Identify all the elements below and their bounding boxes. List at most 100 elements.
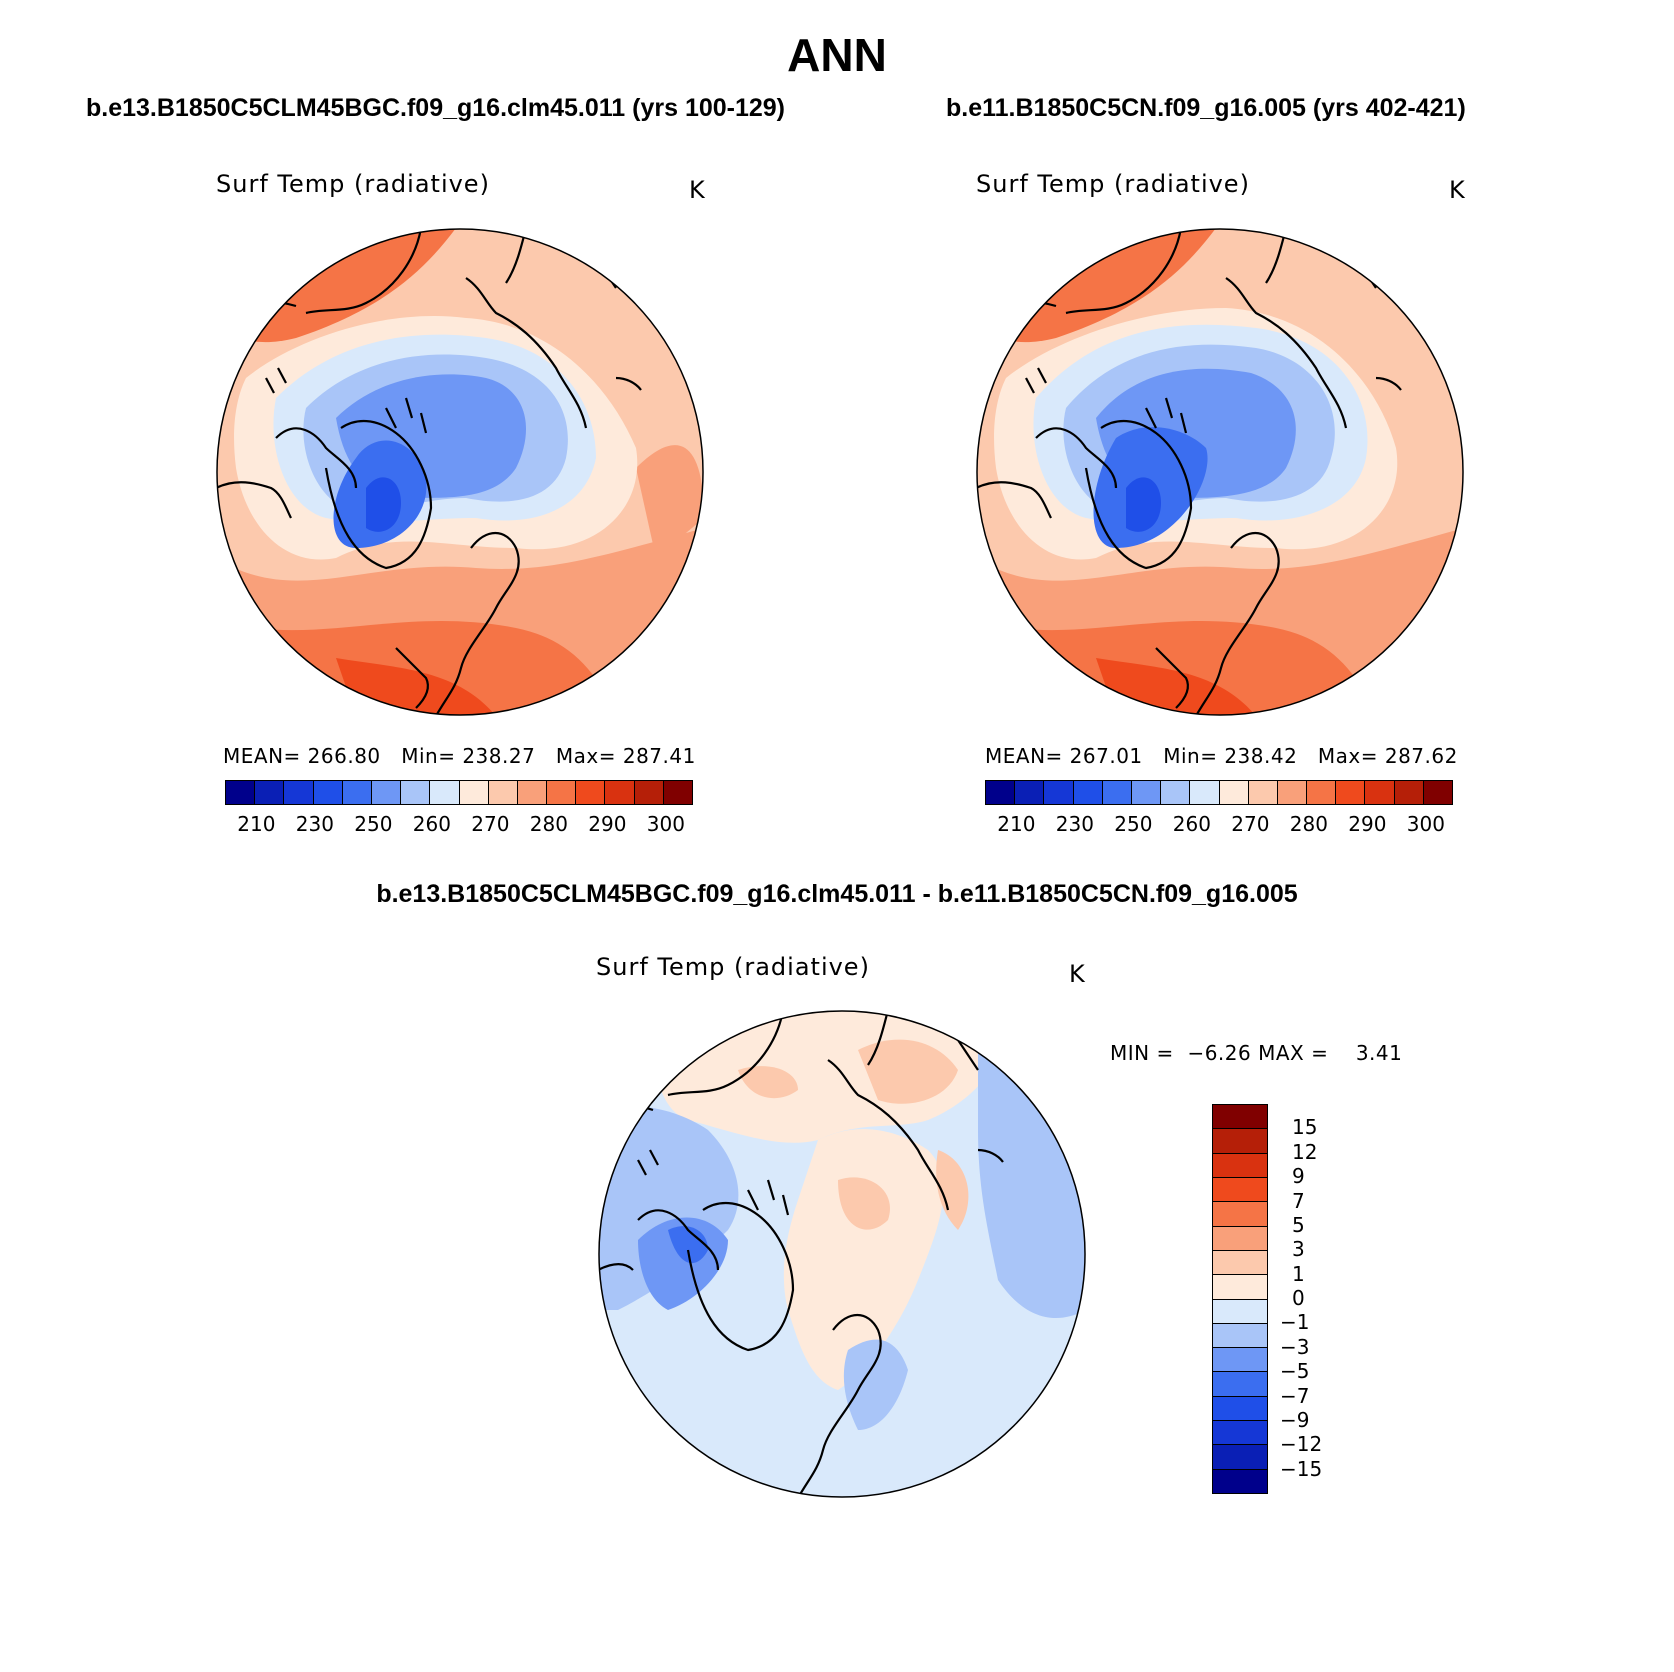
colorbar-difference-tick-label: 5 [1292,1212,1305,1237]
colorbar-left-swatch-2 [284,781,314,804]
units-label-right: K [1449,176,1465,204]
colorbar-right-swatch-6 [1161,781,1191,804]
min-value: 238.27 [462,744,536,768]
colorbar-left-swatch-6 [401,781,431,804]
colorbar-difference-tick-label: −12 [1280,1432,1323,1457]
colorbar-left-tick-label: 290 [588,812,627,836]
units-label-diff: K [1069,960,1085,988]
colorbar-right-swatch-2 [1044,781,1074,804]
colorbar-left-swatch-10 [517,781,548,804]
colorbar-difference-tick-label: 1 [1292,1261,1305,1286]
colorbar-right-swatch-14 [1394,781,1424,804]
colorbar-difference-swatch-6 [1213,1250,1267,1276]
min-value: −6.26 [1187,1041,1252,1065]
colorbar-ticks-right: 210 230 250 260 270 280 290 300 [985,812,1453,837]
colorbar-right-tick-label: 230 [1055,812,1094,836]
colorbar-right-swatch-8 [1219,781,1249,804]
colorbar-right-tick-label: 290 [1348,812,1387,836]
colorbar-left-swatch-11 [547,781,577,804]
colorbar-difference-swatch-7 [1213,1275,1267,1300]
colorbar-difference-tick-label: −1 [1280,1310,1310,1335]
colorbar-difference-tick-label: 9 [1292,1164,1305,1189]
min-label: Min= [401,744,456,768]
colorbar-difference-swatch-4 [1213,1202,1267,1227]
colorbar-difference-swatch-10 [1213,1348,1267,1373]
colorbar-left [225,780,693,805]
colorbar-right [985,780,1453,805]
colorbar-right-tick-label: 260 [1172,812,1211,836]
colorbar-difference-swatch-15 [1213,1469,1267,1493]
mean-label: MEAN= [223,744,301,768]
colorbar-difference-tick-label: 15 [1292,1115,1318,1140]
colorbar-difference-swatch-12 [1213,1396,1267,1422]
colorbar-left-swatch-0 [226,781,256,804]
colorbar-difference-tick-label: −5 [1280,1359,1310,1384]
colorbar-right-swatch-0 [986,781,1016,804]
colorbar-difference-swatch-11 [1213,1372,1267,1397]
colorbar-difference-swatch-8 [1213,1299,1267,1324]
colorbar-difference-swatch-3 [1213,1177,1267,1203]
colorbar-difference-swatch-0 [1213,1105,1267,1130]
colorbar-difference-tick-label: 12 [1292,1139,1318,1164]
stats-diff: MIN = −6.26 MAX = 3.41 [1110,1041,1402,1065]
mean-value: 267.01 [1069,744,1143,768]
colorbar-left-swatch-3 [313,781,343,804]
colorbar-right-swatch-5 [1131,781,1162,804]
max-value: 287.41 [622,744,696,768]
colorbar-right-swatch-1 [1015,781,1045,804]
polar-map-right [976,228,1464,716]
colorbar-left-swatch-14 [634,781,664,804]
max-label: Max= [555,744,616,768]
colorbar-right-swatch-12 [1336,781,1366,804]
difference-title: b.e13.B1850C5CLM45BGC.f09_g16.clm45.011 … [376,880,1298,908]
colorbar-difference-tick-label: 7 [1292,1188,1305,1213]
figure-title: ANN [787,29,887,81]
colorbar-right-tick-label: 300 [1406,812,1445,836]
colorbar-right-tick-label: 250 [1114,812,1153,836]
colorbar-difference-swatch-5 [1213,1226,1267,1251]
colorbar-right-swatch-10 [1277,781,1308,804]
colorbar-difference-tick-label: −7 [1280,1383,1310,1408]
min-value: 238.42 [1224,744,1298,768]
colorbar-right-swatch-9 [1248,781,1278,804]
colorbar-left-swatch-12 [576,781,606,804]
colorbar-difference [1212,1104,1268,1494]
case-title-left: b.e13.B1850C5CLM45BGC.f09_g16.clm45.011 … [86,94,786,122]
case-title-right: b.e11.B1850C5CN.f09_g16.005 (yrs 402-421… [946,94,1466,122]
colorbar-left-tick-label: 270 [471,812,510,836]
variable-label-left: Surf Temp (radiative) [216,170,490,198]
colorbar-difference-tick-label: −3 [1280,1334,1310,1359]
colorbar-left-tick-label: 280 [529,812,568,836]
colorbar-difference-swatch-2 [1213,1153,1267,1178]
mean-label: MEAN= [985,744,1063,768]
colorbar-left-tick-label: 260 [412,812,451,836]
colorbar-difference-tick-label: −9 [1280,1407,1310,1432]
colorbar-left-swatch-4 [342,781,372,804]
min-label: Min= [1163,744,1218,768]
colorbar-left-tick-label: 210 [237,812,276,836]
colorbar-difference-tick-label: 0 [1292,1286,1305,1310]
colorbar-left-swatch-8 [459,781,489,804]
max-value: 3.41 [1355,1041,1403,1065]
polar-map-difference [598,1010,1086,1498]
colorbar-left-swatch-1 [255,781,285,804]
colorbar-difference-swatch-13 [1213,1421,1267,1446]
colorbar-left-swatch-15 [663,781,692,804]
colorbar-right-swatch-7 [1190,781,1220,804]
colorbar-right-swatch-15 [1423,781,1452,804]
colorbar-left-swatch-7 [430,781,460,804]
max-value: 287.62 [1384,744,1458,768]
colorbar-right-swatch-13 [1365,781,1395,804]
colorbar-right-swatch-11 [1307,781,1337,804]
colorbar-left-swatch-9 [488,781,518,804]
colorbar-difference-tick-label: 3 [1292,1237,1305,1262]
colorbar-left-swatch-5 [371,781,402,804]
colorbar-right-tick-label: 280 [1289,812,1328,836]
stats-left: MEAN= 266.80 Min= 238.27 Max= 287.41 [223,744,696,768]
colorbar-difference-swatch-9 [1213,1323,1267,1349]
colorbar-left-tick-label: 250 [354,812,393,836]
colorbar-right-swatch-3 [1073,781,1103,804]
colorbar-left-tick-label: 300 [646,812,685,836]
colorbar-ticks-difference: 15 12 9 7 5 3 1 0 −1 −3 −5 −7 −9 −12 −15 [1280,1104,1360,1494]
mean-value: 266.80 [307,744,381,768]
